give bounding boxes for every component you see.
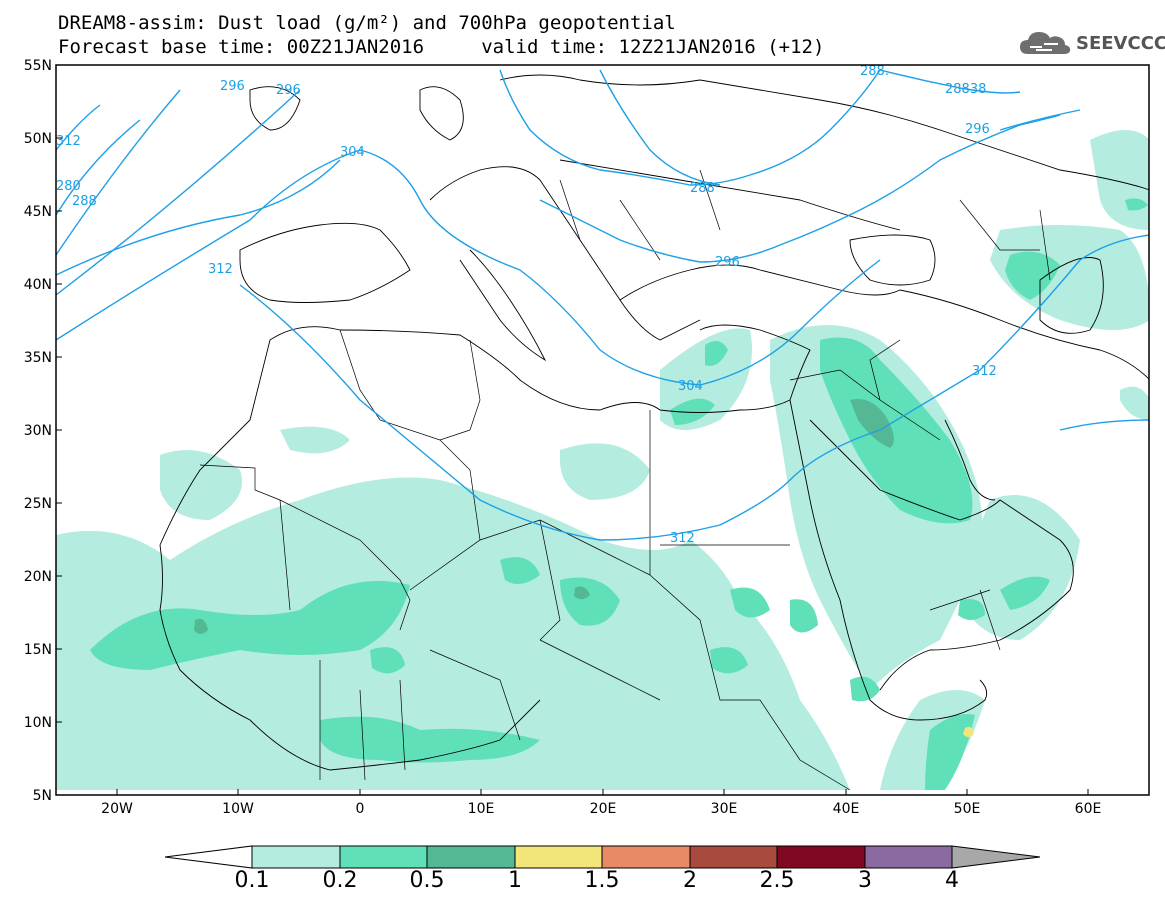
- contour-labels: 296 304 312 288 280 312 296 288. 28838 2…: [56, 64, 997, 546]
- contour-label: 296: [220, 79, 245, 94]
- lat-label: 5N: [33, 788, 52, 804]
- contour-label: 288: [690, 181, 715, 196]
- lon-label: 60E: [1075, 801, 1102, 817]
- colorbar-label: 2.5: [759, 868, 795, 893]
- contour-label: 296: [965, 122, 990, 137]
- colorbar-label: 0.1: [234, 868, 270, 893]
- longitude-labels: 20W 10W 0 10E 20E 30E 40E 50E 60E: [101, 801, 1101, 817]
- map-title-line2: Forecast base time: 00Z21JAN2016 valid t…: [58, 36, 825, 58]
- contour-label: 312: [56, 134, 81, 149]
- cloud-icon: [1020, 32, 1071, 54]
- contour-label: 28838: [945, 82, 986, 97]
- contour-label: 288: [72, 194, 97, 209]
- lon-label: 20W: [101, 801, 133, 817]
- seevccc-logo: SEEVCCC: [1018, 28, 1165, 58]
- dust-shading-peak: [963, 726, 974, 737]
- dust-shading-dark: [194, 399, 894, 634]
- contour-label: 304: [678, 379, 703, 394]
- colorbar-swatch: [689, 845, 778, 869]
- coastlines: [159, 74, 1149, 771]
- axis-ticks: [56, 64, 1089, 795]
- colorbar-under-triangle: [164, 845, 253, 869]
- contour-label: 312: [670, 531, 695, 546]
- colorbar-label: 1.5: [584, 868, 620, 893]
- contour-label: 296: [276, 83, 301, 98]
- colorbar-swatch: [339, 845, 428, 869]
- lon-label: 50E: [954, 801, 981, 817]
- geopotential-contours: [56, 69, 1149, 541]
- lat-label: 55N: [24, 58, 52, 74]
- lat-label: 15N: [24, 642, 52, 658]
- colorbar-label: 1: [508, 868, 522, 893]
- country-borders: [199, 169, 1051, 791]
- contour-label: 312: [972, 364, 997, 379]
- lon-label: 20E: [590, 801, 617, 817]
- lat-label: 25N: [24, 496, 52, 512]
- contour-label: 288.: [860, 64, 889, 79]
- colorbar-swatch: [426, 845, 516, 869]
- map-title-line1: DREAM8-assim: Dust load (g/m²) and 700hP…: [58, 12, 676, 34]
- lon-label: 10W: [222, 801, 254, 817]
- lat-label: 45N: [24, 204, 52, 220]
- colorbar-label: 2: [683, 868, 697, 893]
- lon-label: 40E: [833, 801, 860, 817]
- colorbar-label: 0.5: [409, 868, 445, 893]
- dust-shading-light: [56, 130, 1149, 790]
- colorbar-over-triangle: [951, 845, 1041, 869]
- lat-label: 35N: [24, 350, 52, 366]
- colorbar-label: 4: [945, 868, 959, 893]
- lat-label: 30N: [24, 423, 52, 439]
- lon-label: 0: [356, 801, 365, 817]
- contour-label: 296: [715, 255, 740, 270]
- colorbar-swatch: [251, 845, 341, 869]
- latitude-labels: 55N 50N 45N 40N 35N 30N 25N 20N 15N 10N …: [24, 58, 52, 804]
- contour-label: 304: [340, 145, 365, 160]
- colorbar-swatch: [514, 845, 603, 869]
- colorbar-swatch: [776, 845, 866, 869]
- colorbar-label: 0.2: [322, 868, 358, 893]
- lon-label: 30E: [711, 801, 738, 817]
- lon-label: 10E: [468, 801, 495, 817]
- logo-text: SEEVCCC: [1076, 32, 1165, 54]
- lat-label: 40N: [24, 277, 52, 293]
- colorbar-swatch: [864, 845, 953, 869]
- colorbar-label: 3: [858, 868, 872, 893]
- colorbar-swatch: [601, 845, 691, 869]
- contour-label: 280: [56, 179, 81, 194]
- colorbar: [164, 845, 1041, 869]
- contour-label: 312: [208, 262, 233, 277]
- lat-label: 50N: [24, 131, 52, 147]
- lat-label: 20N: [24, 569, 52, 585]
- lat-label: 10N: [24, 715, 52, 731]
